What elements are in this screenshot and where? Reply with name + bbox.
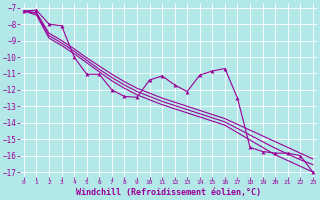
X-axis label: Windchill (Refroidissement éolien,°C): Windchill (Refroidissement éolien,°C): [76, 188, 261, 197]
